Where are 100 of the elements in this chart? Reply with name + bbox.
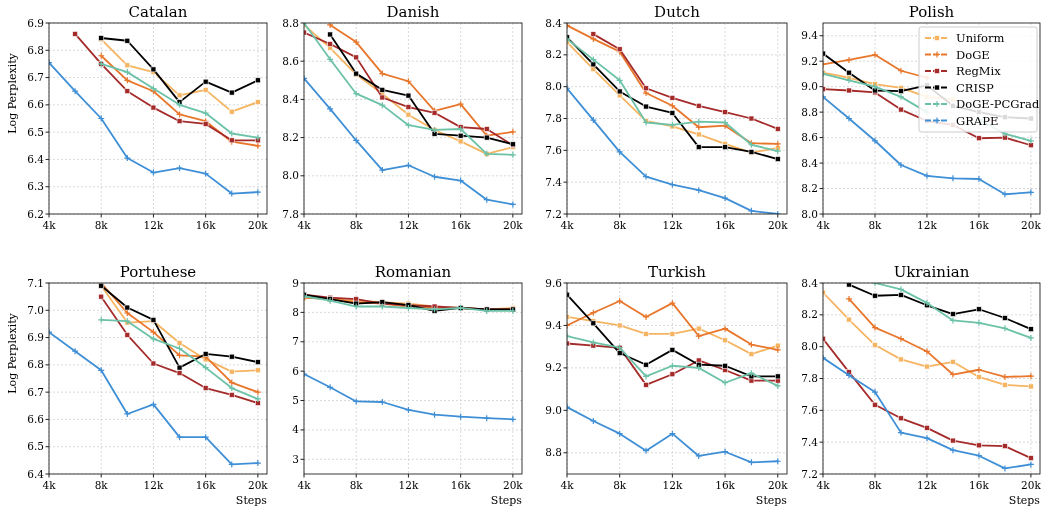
y-tick-label: 6.9 xyxy=(27,16,44,29)
y-tick-label: 8.4 xyxy=(801,276,819,289)
y-tick-label: 6.6 xyxy=(27,98,45,111)
legend-label: RegMix xyxy=(956,64,1002,78)
x-tick-label: 20k xyxy=(767,219,789,231)
y-tick-label: 9.4 xyxy=(545,318,563,331)
legend-label: DoGE-PCGrad xyxy=(956,97,1040,111)
y-tick-label: 6.8 xyxy=(27,43,44,56)
y-tick-label: 7.6 xyxy=(545,143,563,156)
chart-title: Dutch xyxy=(654,3,701,21)
y-tick-label: 9 xyxy=(292,276,299,289)
y-tick-label: 6.3 xyxy=(27,180,44,193)
x-tick-label: 16k xyxy=(195,219,217,231)
x-tick-label: 12k xyxy=(917,219,938,231)
x-tick-label: 20k xyxy=(1021,479,1042,491)
chart-title: Romanian xyxy=(374,263,452,281)
y-tick-label: 8.2 xyxy=(801,308,818,321)
y-tick-label: 8.0 xyxy=(801,207,818,220)
y-tick-label: 7 xyxy=(292,335,299,348)
legend-label: DoGE xyxy=(956,47,990,62)
y-tick-label: 8.0 xyxy=(282,169,299,182)
y-tick-label: 8.0 xyxy=(801,340,818,353)
x-tick-label: 20k xyxy=(503,219,524,231)
y-tick-label: 8.4 xyxy=(282,92,300,105)
x-axis-title: Steps xyxy=(235,494,268,507)
x-tick-label: 16k xyxy=(715,479,736,491)
x-tick-label: 20k xyxy=(767,479,789,491)
x-tick-label: 8k xyxy=(613,219,627,231)
y-tick-label: 7.2 xyxy=(545,207,562,220)
y-tick-label: 7.4 xyxy=(545,175,563,188)
x-tick-label: 16k xyxy=(969,219,990,231)
y-tick-label: 8.4 xyxy=(801,156,819,169)
y-tick-label: 8.8 xyxy=(545,446,562,459)
y-tick-label: 7.8 xyxy=(801,372,818,384)
x-axis-title: Steps xyxy=(755,494,788,507)
y-tick-label: 8.8 xyxy=(282,16,299,29)
chart-title: Polish xyxy=(908,3,955,21)
x-axis-title: Steps xyxy=(490,494,523,507)
x-tick-label: 8k xyxy=(613,479,627,491)
x-tick-label: 12k xyxy=(917,479,938,491)
legend-label: CRISP xyxy=(956,80,994,95)
x-tick-label: 4k xyxy=(297,479,312,491)
y-tick-label: 8.2 xyxy=(282,131,299,144)
x-tick-label: 20k xyxy=(1021,219,1042,231)
y-tick-label: 6.6 xyxy=(27,412,45,425)
y-tick-label: 8.0 xyxy=(545,80,562,93)
y-tick-label: 8.4 xyxy=(545,16,563,29)
y-tick-label: 6.2 xyxy=(27,207,44,220)
x-tick-label: 16k xyxy=(195,479,217,491)
y-tick-label: 7.2 xyxy=(801,467,818,480)
y-tick-label: 9.2 xyxy=(801,54,818,67)
x-tick-label: 4k xyxy=(42,219,57,231)
x-tick-label: 12k xyxy=(398,479,419,491)
legend-label: Uniform xyxy=(956,31,1005,45)
x-tick-label: 4k xyxy=(816,479,831,491)
y-tick-label: 6.8 xyxy=(27,358,44,371)
x-tick-label: 16k xyxy=(969,479,990,491)
y-axis-title: Log Perplexity xyxy=(6,52,19,134)
y-tick-label: 9.2 xyxy=(545,361,562,374)
x-tick-label: 12k xyxy=(143,219,164,231)
chart-title: Catalan xyxy=(128,3,188,21)
x-tick-label: 4k xyxy=(42,479,57,491)
y-tick-label: 7.8 xyxy=(545,112,562,124)
chart-title: Turkish xyxy=(647,263,707,281)
y-tick-label: 8.6 xyxy=(801,131,819,144)
y-tick-label: 9.0 xyxy=(801,80,818,93)
y-tick-label: 8.6 xyxy=(282,54,300,67)
y-tick-label: 9.6 xyxy=(545,276,563,289)
x-tick-label: 8k xyxy=(349,219,364,231)
y-tick-label: 4 xyxy=(292,423,300,436)
y-tick-label: 7.8 xyxy=(282,207,299,220)
y-tick-label: 8.8 xyxy=(801,105,818,118)
y-tick-label: 9.0 xyxy=(545,403,562,416)
x-tick-label: 4k xyxy=(560,219,575,231)
y-tick-label: 7.0 xyxy=(27,303,44,316)
x-tick-label: 16k xyxy=(450,219,472,231)
y-tick-label: 6.9 xyxy=(27,331,44,344)
x-tick-label: 4k xyxy=(560,479,575,491)
x-tick-label: 20k xyxy=(503,479,524,491)
x-tick-label: 4k xyxy=(297,219,312,231)
y-tick-label: 7.4 xyxy=(801,435,819,448)
x-axis-title: Steps xyxy=(1008,494,1041,507)
x-tick-label: 12k xyxy=(662,479,683,491)
y-tick-label: 8.2 xyxy=(545,48,562,61)
x-tick-label: 8k xyxy=(94,479,109,491)
chart-title: Danish xyxy=(386,3,440,21)
x-tick-label: 8k xyxy=(349,479,364,491)
chart-title: Portuhese xyxy=(119,263,197,281)
legend-label: GRAPE xyxy=(956,113,999,128)
x-tick-label: 12k xyxy=(662,219,683,231)
y-tick-label: 6 xyxy=(292,364,300,377)
x-tick-label: 8k xyxy=(868,479,883,491)
x-tick-label: 12k xyxy=(398,219,419,231)
x-tick-label: 4k xyxy=(816,219,831,231)
y-tick-label: 6.4 xyxy=(27,467,45,480)
y-tick-label: 3 xyxy=(292,452,299,465)
y-tick-label: 8.2 xyxy=(801,182,818,195)
x-tick-label: 20k xyxy=(248,479,269,491)
chart-title: Ukrainian xyxy=(893,263,970,281)
x-tick-label: 16k xyxy=(715,219,736,231)
